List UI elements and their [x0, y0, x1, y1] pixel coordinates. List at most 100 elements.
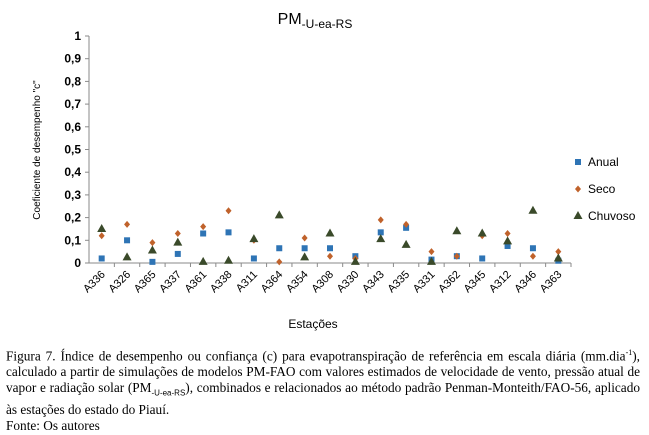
- data-point-anual: [377, 229, 384, 236]
- data-point-chuvoso: [224, 255, 234, 264]
- data-points: [97, 205, 563, 266]
- y-tick-label: 1: [74, 29, 81, 43]
- data-point-seco: [200, 223, 207, 231]
- data-point-seco: [225, 207, 232, 215]
- x-tick-label: A312: [487, 269, 514, 296]
- x-tick-label: A363: [538, 269, 565, 296]
- y-tick-label: 0,3: [64, 188, 81, 202]
- y-tick-label: 0,7: [64, 97, 81, 111]
- y-ticks: 0 0,1 0,2 0,3 0,4 0,5 0,6 0,7 0,8 0,9 1: [64, 29, 89, 270]
- data-point-chuvoso: [401, 239, 411, 248]
- y-tick-label: 0,6: [64, 120, 81, 134]
- data-point-chuvoso: [173, 237, 183, 246]
- data-point-anual: [225, 229, 232, 236]
- legend-marker-anual: [575, 159, 581, 165]
- data-point-chuvoso: [274, 210, 284, 219]
- data-point-chuvoso: [249, 234, 259, 243]
- x-tick-label: A337: [157, 269, 184, 296]
- data-point-chuvoso: [122, 252, 132, 261]
- data-point-anual: [174, 250, 181, 257]
- data-point-anual: [301, 245, 308, 252]
- caption-text-2: ), calculado a partir de simulações de m…: [6, 348, 640, 396]
- data-point-chuvoso: [325, 228, 335, 237]
- data-point-seco: [555, 248, 562, 256]
- x-tick-label: A364: [259, 269, 286, 296]
- data-point-chuvoso: [553, 253, 563, 262]
- data-point-seco: [377, 216, 384, 224]
- data-point-anual: [504, 242, 511, 249]
- data-point-chuvoso: [147, 245, 157, 254]
- legend-label-seco: Seco: [588, 182, 616, 196]
- data-point-anual: [98, 255, 105, 262]
- legend-marker-chuvoso: [573, 211, 583, 219]
- data-point-chuvoso: [350, 256, 360, 265]
- data-point-seco: [504, 229, 511, 237]
- caption-subscript: -U-ea-RS: [151, 389, 186, 399]
- data-point-anual: [529, 245, 536, 252]
- data-point-anual: [327, 245, 333, 252]
- y-tick-label: 0,5: [64, 143, 81, 157]
- x-tick-label: A361: [183, 269, 210, 296]
- x-tick-label: A362: [436, 269, 463, 296]
- data-point-seco: [453, 252, 460, 260]
- data-point-chuvoso: [300, 252, 310, 261]
- chart: PM-U-ea-RS 0 0,1 0,2 0,3 0,4 0,5 0,6 0,7 0,8 0,9 1…: [32, 11, 636, 331]
- figure-caption: Figura 7. Índice de desempenho ou confia…: [6, 345, 640, 434]
- data-point-anual: [276, 245, 283, 252]
- data-point-seco: [327, 252, 333, 260]
- data-point-anual: [479, 255, 486, 262]
- caption-text-1: Figura 7. Índice de desempenho ou confia…: [6, 348, 626, 364]
- x-tick-label: A365: [132, 269, 159, 296]
- data-point-anual: [250, 255, 257, 262]
- legend: Anual Seco Chuvoso: [573, 155, 636, 223]
- x-tick-label: A345: [462, 269, 489, 296]
- data-point-seco: [403, 220, 410, 228]
- data-point-chuvoso: [426, 256, 436, 265]
- data-point-anual: [124, 237, 131, 244]
- y-tick-label: 0,2: [64, 211, 81, 225]
- x-tick-label: A308: [309, 269, 336, 296]
- y-tick-label: 0,9: [64, 52, 81, 66]
- data-point-seco: [276, 258, 283, 266]
- data-point-seco: [301, 234, 308, 242]
- data-point-chuvoso: [376, 234, 386, 243]
- legend-label-anual: Anual: [588, 155, 619, 169]
- x-tick-label: A343: [360, 269, 387, 296]
- x-tick-label: A331: [411, 269, 438, 296]
- y-tick-label: 0: [74, 256, 81, 270]
- data-point-anual: [200, 230, 207, 237]
- data-point-chuvoso: [477, 228, 487, 237]
- y-tick-label: 0,4: [64, 165, 81, 179]
- legend-marker-seco: [575, 185, 581, 193]
- x-tick-label: A330: [335, 269, 362, 296]
- data-point-seco: [98, 232, 105, 240]
- x-tick-label: A336: [81, 269, 108, 296]
- data-point-seco: [529, 252, 536, 260]
- data-point-seco: [124, 220, 131, 228]
- data-point-anual: [149, 258, 156, 265]
- y-tick-label: 0,1: [64, 233, 81, 247]
- data-point-chuvoso: [97, 223, 107, 232]
- y-axis-label: Coeficiente de desempenho "c": [32, 80, 43, 220]
- x-tick-label: A311: [234, 269, 260, 295]
- y-tick-label: 0,8: [64, 74, 81, 88]
- x-tick-label: A338: [208, 269, 235, 296]
- data-point-chuvoso: [528, 205, 538, 214]
- data-point-seco: [428, 248, 435, 256]
- x-axis-label: Estações: [288, 317, 337, 331]
- data-point-seco: [149, 239, 156, 247]
- legend-label-chuvoso: Chuvoso: [588, 209, 636, 223]
- x-tick-label: A326: [107, 269, 134, 296]
- x-tick-label: A346: [512, 269, 539, 296]
- data-point-chuvoso: [198, 256, 208, 265]
- caption-text-3: ), combinados e relacionados ao método p…: [6, 380, 640, 418]
- caption-source: Fonte: Os autores: [6, 418, 100, 434]
- x-tick-label: A354: [284, 269, 311, 296]
- data-point-seco: [174, 229, 181, 237]
- data-point-chuvoso: [452, 226, 462, 235]
- x-tick-label: A335: [386, 269, 413, 296]
- chart-title: PM-U-ea-RS: [278, 11, 353, 31]
- data-point-chuvoso: [503, 236, 513, 245]
- caption-superscript: -1: [625, 348, 633, 357]
